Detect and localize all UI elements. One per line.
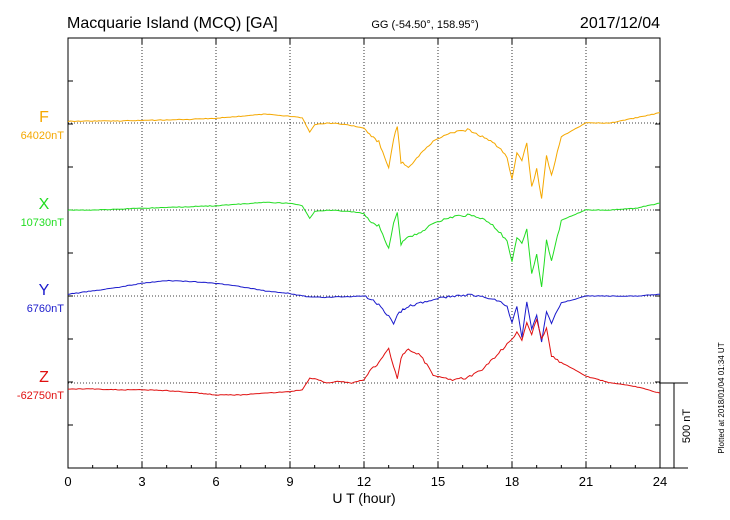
axis-ticks: 0 3 6 9 12 15 18 21 24 — [64, 38, 667, 489]
series-name-f: F — [39, 109, 49, 126]
station-coordinates: GG (-54.50°, 158.95°) — [371, 19, 478, 31]
x-tick-label: 21 — [579, 474, 593, 489]
series-legend: F 64020nT X 10730nT Y 6760nT Z -62750nT — [17, 109, 64, 402]
series-baseline-label-f: 64020nT — [21, 130, 65, 142]
scale-bar: 500 nT — [660, 382, 693, 469]
series-baseline-label-z: -62750nT — [17, 390, 64, 402]
series-line-z — [68, 317, 661, 396]
series-baseline-label-y: 6760nT — [27, 303, 65, 315]
series-line-f — [67, 112, 661, 199]
x-tick-label: 3 — [138, 474, 145, 489]
series-line-y — [67, 279, 661, 343]
series-name-y: Y — [39, 282, 50, 299]
scale-bar-label: 500 nT — [681, 409, 693, 444]
plotted-note: Plotted at 2018/01/04 01:34 UT — [717, 342, 726, 453]
x-tick-label: 6 — [212, 474, 219, 489]
x-tick-label: 15 — [431, 474, 445, 489]
series-name-z: Z — [39, 369, 49, 386]
series-baseline-label-x: 10730nT — [21, 217, 65, 229]
chart-date: 2017/12/04 — [580, 15, 660, 32]
series-name-x: X — [39, 196, 50, 213]
grid-lines — [141, 38, 587, 468]
x-axis-label: U T (hour) — [332, 490, 395, 506]
x-tick-label: 12 — [357, 474, 371, 489]
station-title: Macquarie Island (MCQ) [GA] — [67, 15, 278, 32]
x-tick-label: 24 — [653, 474, 667, 489]
plot-frame — [67, 37, 661, 469]
x-tick-label: 0 — [64, 474, 71, 489]
x-tick-label: 18 — [505, 474, 519, 489]
x-tick-label: 9 — [286, 474, 293, 489]
series-lines — [67, 112, 661, 396]
series-line-x — [67, 201, 661, 287]
